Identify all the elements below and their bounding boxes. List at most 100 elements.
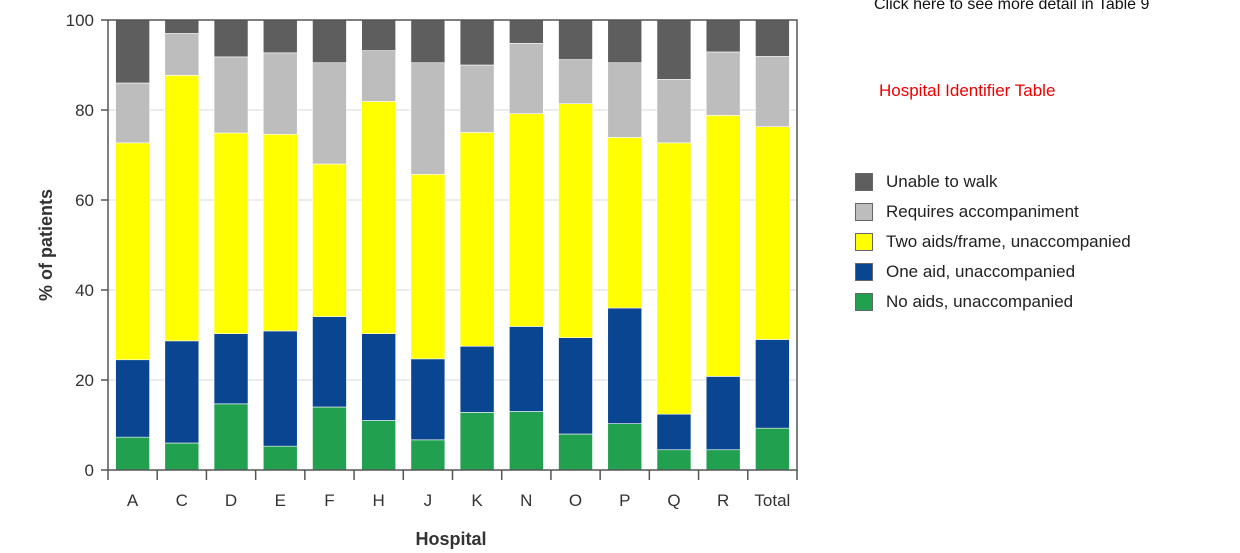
bar-segment [558,337,593,435]
bar-segment [262,134,298,332]
bar-segment [656,413,692,451]
bar-segment [607,423,643,471]
x-tick-label: E [275,491,286,510]
bar-segment [656,142,692,415]
bar-segment [361,420,396,471]
bar-segment [607,62,643,138]
bar-segment [164,75,200,342]
x-tick-label: Total [754,491,790,510]
bar-segment [755,19,790,57]
bar-segment [755,126,790,340]
y-axis-title: % of patients [36,189,56,301]
x-tick-label: O [569,491,582,510]
bar-segment [509,411,544,471]
x-tick-label: N [520,491,532,510]
x-tick-label: R [717,491,729,510]
bar-segment [656,449,692,471]
legend-swatch [855,233,873,251]
legend-swatch [855,293,873,311]
bar-segment [509,113,544,327]
bar-segment [705,376,741,451]
bar-segment [755,427,790,471]
chart-legend: Unable to walk Requires accompaniment Two … [855,170,1235,320]
bar-segment [509,326,544,412]
x-tick-label: C [176,491,188,510]
legend-swatch [855,173,873,191]
x-tick-label: H [373,491,385,510]
gridlines [108,19,797,381]
bar-segment [262,52,298,135]
bar-segment [459,132,495,347]
legend-label: Two aids/frame, unaccompanied [886,232,1131,251]
bar-segment [558,433,593,471]
bar-segment [755,339,790,429]
bar-segment [164,340,200,444]
x-tick-labels: A C D E F H J K N O P Q R Total [127,491,790,510]
bar-segment [115,82,150,144]
bar-segment [410,358,446,441]
bar-segment [115,19,150,84]
bar-segment [607,307,643,424]
bar-segment [410,439,446,471]
bar-segment [656,79,692,144]
bar-segment [558,59,593,104]
bar-segment [213,333,249,405]
y-tick-labels: 0 20 40 60 80 100 [66,11,94,480]
legend-item: One aid, unaccompanied [855,260,1235,290]
y-tick-label: 60 [75,191,94,210]
y-tick-label: 20 [75,371,94,390]
bar-segment [213,403,249,471]
x-tick-label: P [619,491,630,510]
bar-segment [312,406,347,471]
bar-segment [558,19,593,60]
bar-segment [361,333,396,421]
bar-segment [705,115,741,377]
x-tick-label: Q [667,491,680,510]
x-tick-label: F [324,491,334,510]
bar-segment [164,19,200,34]
legend-label: Unable to walk [886,172,998,191]
bar-segment [312,62,347,165]
bar-segment [410,174,446,360]
legend-label: No aids, unaccompanied [886,292,1074,311]
bar-segment [213,132,249,334]
bar-segment [115,359,150,438]
bar-segment [312,316,347,408]
bar-segment [459,19,495,66]
bar-segment [312,163,347,317]
bar-segment [262,445,298,471]
y-tick-label: 100 [66,11,94,30]
bar-segment [262,19,298,54]
bar-segment [755,56,790,127]
bar-segment [361,19,396,51]
bar-segment [558,103,593,338]
bar-segment [410,62,446,175]
legend-item: Unable to walk [855,170,1235,200]
hospital-identifier-table-link[interactable]: Hospital Identifier Table [879,81,1056,100]
bar-segment [115,436,150,471]
bar-segment [361,101,396,334]
y-tick-label: 40 [75,281,94,300]
bars [115,19,790,471]
bar-segment [459,64,495,133]
x-tick-label: K [471,491,483,510]
bar-segment [459,345,495,413]
legend-label: One aid, unaccompanied [886,262,1076,281]
bar-segment [312,19,347,64]
bar-segment [656,19,692,80]
table-detail-link[interactable]: Click here to see more detail in Table 9 [874,0,1150,13]
legend-swatch [855,203,873,221]
bar-segment [459,412,495,471]
legend-item: Two aids/frame, unaccompanied [855,230,1235,260]
legend-item: Requires accompaniment [855,200,1235,230]
y-tick-label: 80 [75,101,94,120]
legend-label: Requires accompaniment [886,202,1079,221]
legend-item: No aids, unaccompanied [855,290,1235,320]
bar-segment [164,442,200,471]
bar-segment [213,56,249,134]
y-tick-label: 0 [85,461,94,480]
bar-segment [607,137,643,309]
bar-segment [705,19,741,53]
bar-segment [262,330,298,447]
